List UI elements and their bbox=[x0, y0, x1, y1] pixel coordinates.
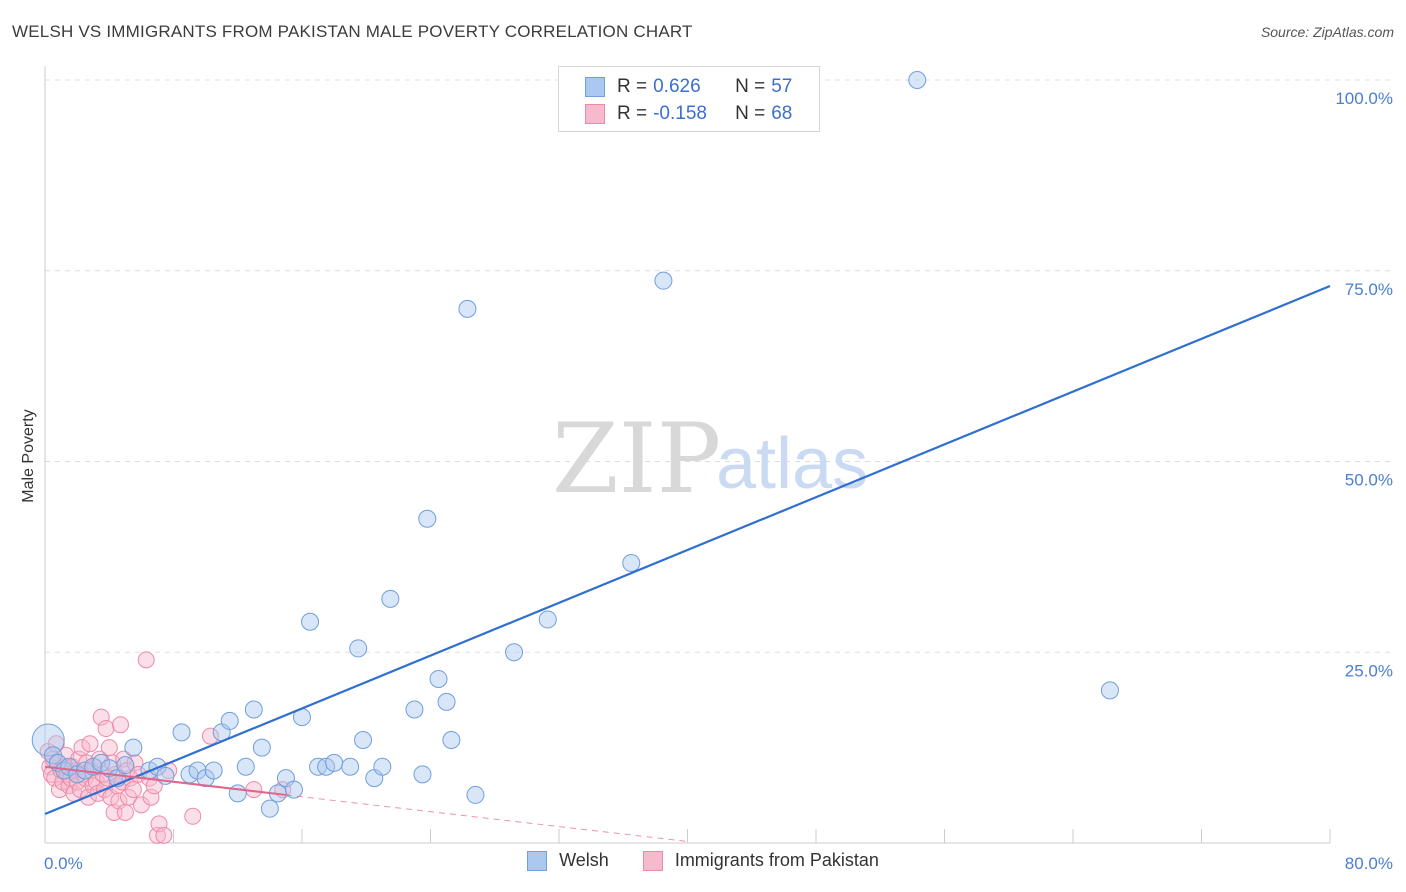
pakistan-trend-line bbox=[44, 765, 287, 796]
pakistan-point bbox=[70, 750, 88, 768]
welsh-point bbox=[172, 723, 191, 742]
series-legend: Welsh Immigrants from Pakistan bbox=[0, 850, 1406, 871]
welsh-point bbox=[373, 757, 392, 776]
legend-r-label: R = bbox=[617, 103, 648, 124]
welsh-point bbox=[236, 757, 255, 776]
welsh-point bbox=[654, 271, 673, 290]
legend-item-pakistan: Immigrants from Pakistan bbox=[642, 850, 879, 871]
welsh-point bbox=[325, 753, 344, 772]
pakistan-point bbox=[184, 807, 202, 825]
welsh-swatch bbox=[585, 77, 605, 97]
welsh-point bbox=[466, 785, 485, 804]
welsh-point bbox=[413, 765, 432, 784]
y-tick-label: 50.0% bbox=[1345, 471, 1393, 490]
y-tick-labels: 25.0% 50.0% 75.0% 100.0% bbox=[1335, 89, 1393, 680]
pakistan-point bbox=[201, 727, 219, 745]
welsh-point bbox=[284, 780, 303, 799]
welsh-point bbox=[458, 299, 477, 318]
welsh-point bbox=[437, 692, 456, 711]
welsh-point bbox=[405, 700, 424, 719]
pakistan-point bbox=[155, 826, 173, 844]
welsh-point bbox=[622, 553, 641, 572]
welsh-legend-swatch bbox=[527, 850, 548, 871]
legend-n-label: N = bbox=[735, 103, 766, 124]
pakistan-legend-label: Immigrants from Pakistan bbox=[674, 850, 879, 870]
legend-item-welsh: Welsh bbox=[527, 850, 609, 871]
legend-n-value-welsh: 57 bbox=[771, 76, 793, 97]
welsh-point bbox=[1100, 681, 1119, 700]
welsh-point bbox=[260, 799, 279, 818]
watermark-atlas: atlas bbox=[716, 424, 868, 504]
legend-row-welsh: R = 0.626 N = 57 bbox=[585, 73, 792, 101]
pakistan-trend-extension bbox=[285, 794, 688, 842]
pakistan-point bbox=[124, 781, 142, 799]
welsh-point bbox=[116, 756, 135, 775]
correlation-legend: R = 0.626 N = 57 R = -0.158 N = 68 bbox=[558, 66, 820, 132]
welsh-point bbox=[244, 700, 263, 719]
welsh-point bbox=[301, 612, 320, 631]
welsh-point bbox=[442, 730, 461, 749]
grid-lines bbox=[45, 79, 1392, 653]
trend-lines bbox=[44, 284, 1331, 842]
pakistan-point bbox=[73, 739, 91, 757]
pakistan-point bbox=[116, 803, 134, 821]
welsh-point bbox=[381, 589, 400, 608]
welsh-points bbox=[31, 71, 1119, 818]
welsh-trend-line bbox=[44, 284, 1331, 816]
welsh-point bbox=[429, 669, 448, 688]
welsh-point bbox=[908, 71, 927, 89]
welsh-point bbox=[505, 643, 524, 662]
pakistan-point bbox=[150, 815, 168, 833]
pakistan-point bbox=[142, 788, 160, 806]
welsh-point bbox=[252, 738, 271, 757]
y-axis-label: Male Poverty bbox=[20, 409, 37, 502]
watermark-zip: ZIP bbox=[552, 403, 721, 515]
pakistan-point bbox=[100, 739, 118, 757]
y-tick-label: 100.0% bbox=[1335, 89, 1393, 108]
axes bbox=[44, 66, 1331, 844]
pakistan-legend-swatch bbox=[642, 850, 663, 871]
pakistan-point bbox=[137, 651, 155, 669]
welsh-point bbox=[538, 610, 557, 629]
welsh-point bbox=[228, 784, 247, 803]
chart-title: WELSH VS IMMIGRANTS FROM PAKISTAN MALE P… bbox=[12, 22, 693, 41]
x-tick-label-min: 0.0% bbox=[44, 854, 83, 873]
legend-n-label: N = bbox=[735, 76, 766, 97]
pakistan-point bbox=[92, 708, 110, 726]
legend-r-value-pakistan: -0.158 bbox=[653, 103, 707, 124]
y-tick-label: 25.0% bbox=[1345, 661, 1393, 680]
welsh-point bbox=[341, 757, 360, 776]
welsh-point bbox=[124, 738, 143, 757]
welsh-point bbox=[418, 509, 437, 528]
legend-r-value-welsh: 0.626 bbox=[653, 76, 701, 97]
welsh-point bbox=[354, 730, 373, 749]
legend-n-value-pakistan: 68 bbox=[771, 103, 793, 124]
source-label: Source: ZipAtlas.com bbox=[1260, 24, 1394, 40]
pakistan-point bbox=[111, 716, 129, 734]
legend-r-label: R = bbox=[617, 76, 648, 97]
y-tick-label: 75.0% bbox=[1345, 280, 1393, 299]
legend-row-pakistan: R = -0.158 N = 68 bbox=[585, 100, 792, 128]
welsh-point bbox=[204, 761, 223, 780]
welsh-legend-label: Welsh bbox=[559, 850, 609, 870]
welsh-point bbox=[220, 711, 239, 730]
pakistan-point bbox=[97, 720, 115, 738]
x-tick-label-max: 80.0% bbox=[1345, 854, 1393, 873]
pakistan-point bbox=[81, 735, 99, 753]
pakistan-swatch bbox=[585, 104, 605, 124]
welsh-point bbox=[349, 639, 368, 658]
welsh-point bbox=[31, 723, 65, 757]
